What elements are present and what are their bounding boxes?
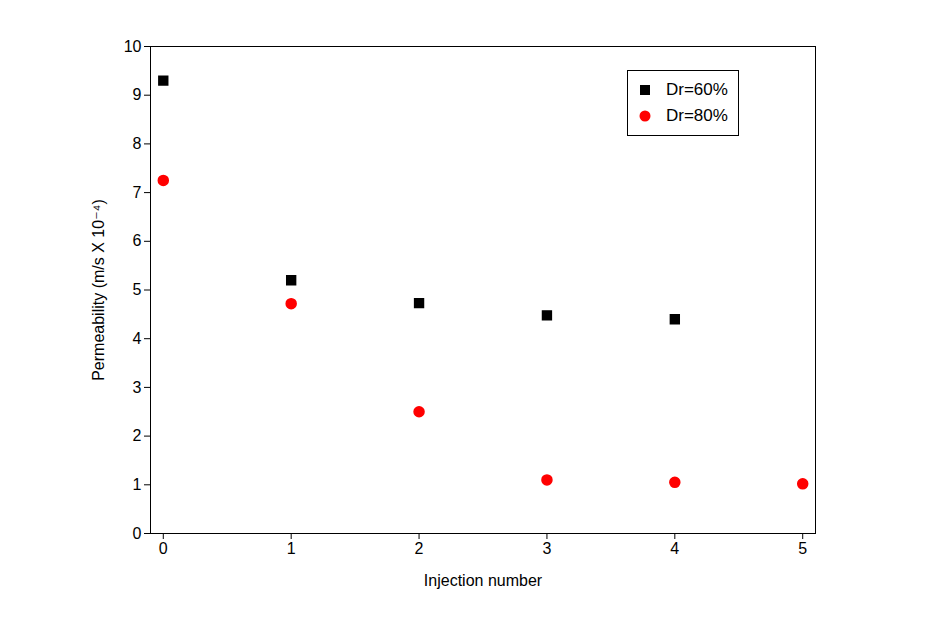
svg-text:4: 4 <box>670 540 679 557</box>
svg-text:10: 10 <box>124 38 142 55</box>
svg-text:3: 3 <box>542 540 551 557</box>
html-text:Dr=80%: Dr=80% <box>666 106 728 125</box>
svg-text:5: 5 <box>133 281 142 298</box>
svg-text:2: 2 <box>415 540 424 557</box>
svg-text:4: 4 <box>133 330 142 347</box>
svg-text:7: 7 <box>133 184 142 201</box>
svg-text:Permeability (m/s X 10⁻⁴): Permeability (m/s X 10⁻⁴) <box>90 199 107 381</box>
html-text:Dr=60%: Dr=60% <box>666 80 728 99</box>
svg-text:Injection number: Injection number <box>424 572 543 589</box>
svg-text:5: 5 <box>798 540 807 557</box>
svg-text:9: 9 <box>133 86 142 103</box>
svg-text:6: 6 <box>133 232 142 249</box>
svg-text:1: 1 <box>133 476 142 493</box>
svg-text:3: 3 <box>133 379 142 396</box>
svg-text:0: 0 <box>133 525 142 542</box>
svg-text:0: 0 <box>159 540 168 557</box>
svg-text:2: 2 <box>133 427 142 444</box>
svg-text:1: 1 <box>287 540 296 557</box>
svg-text:8: 8 <box>133 135 142 152</box>
